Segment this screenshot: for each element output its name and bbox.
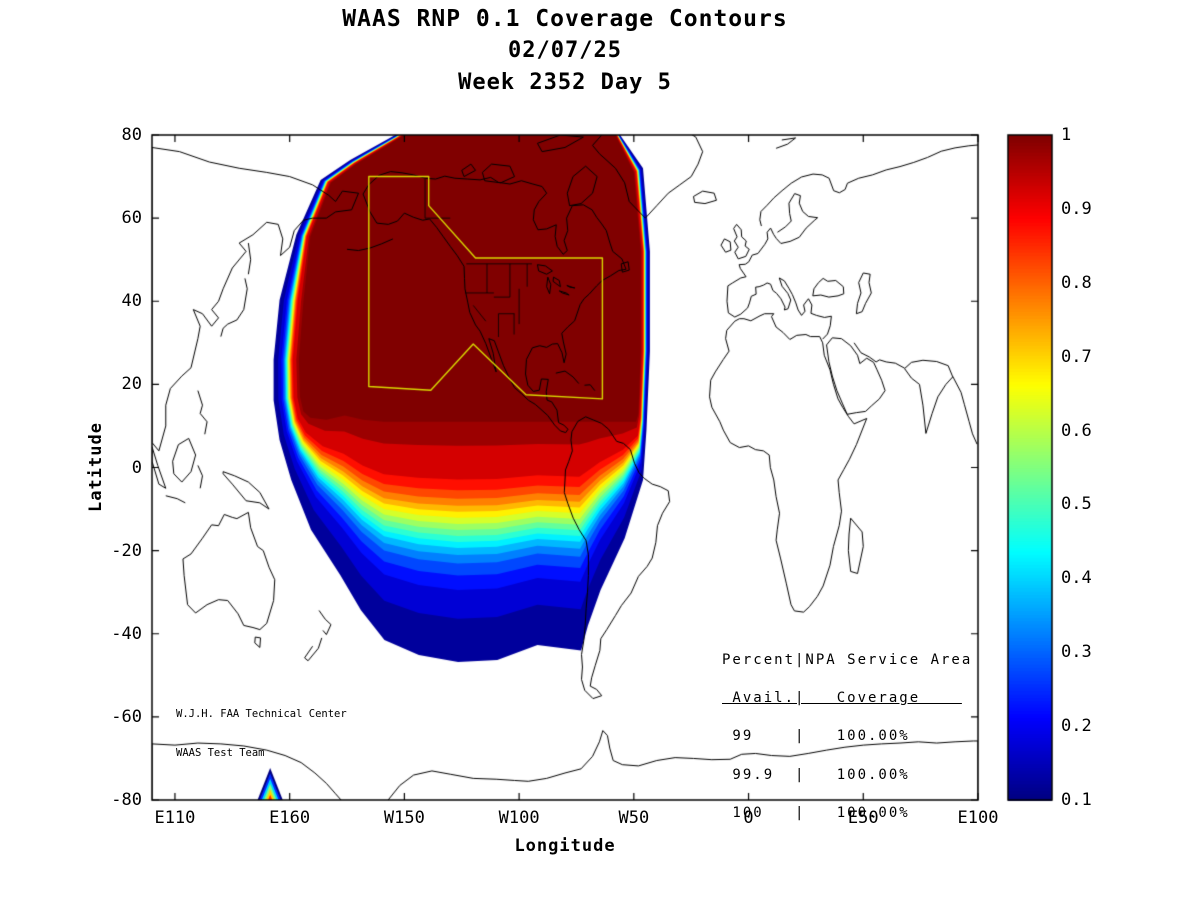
coverage-table-row: 99.9 | 100.00% [722, 766, 910, 783]
y-tick-label: -80 [111, 790, 142, 810]
colorbar-tick-label: 0.4 [1061, 568, 1092, 589]
credit-line-1: W.J.H. FAA Technical Center [176, 708, 347, 720]
colorbar-tick-label: 0.7 [1061, 346, 1092, 367]
colorbar-tick-label: 0.5 [1061, 494, 1092, 515]
coverage-table-row: 99 | 100.00% [722, 728, 910, 745]
x-tick-label: 0 [743, 808, 754, 828]
y-tick-label: 60 [121, 208, 142, 229]
colorbar-tick-label: 0.9 [1061, 198, 1092, 219]
x-tick-label: W50 [618, 808, 650, 828]
x-tick-label: E160 [269, 808, 311, 828]
y-tick-label: -60 [111, 706, 142, 727]
colorbar-tick-label: 0.1 [1061, 790, 1092, 810]
x-tick-label: E100 [957, 808, 999, 828]
chart-date: 02/07/25 [508, 38, 622, 63]
x-tick-label: E50 [847, 808, 879, 828]
coverage-table-header: Percent|NPA Service Area [722, 651, 973, 668]
y-axis-label: Latitude [86, 422, 106, 512]
x-tick-label: E110 [154, 808, 196, 828]
coverage-table-subheader: Avail.| Coverage [722, 689, 962, 706]
colorbar-tick-label: 0.6 [1061, 420, 1092, 441]
y-tick-label: 80 [121, 125, 142, 145]
y-tick-label: 20 [121, 374, 142, 395]
credit-line-2: WAAS Test Team [176, 747, 265, 759]
chart-week-day: Week 2352 Day 5 [458, 70, 672, 95]
colorbar-tick-label: 1 [1061, 125, 1072, 145]
y-tick-label: 0 [131, 457, 142, 478]
coverage-table: Percent|NPA Service Area Avail.| Coverag… [722, 628, 972, 846]
x-tick-label: W150 [383, 808, 425, 828]
coverage-table-row: 100 | 100.00% [722, 805, 910, 822]
credit-text: W.J.H. FAA Technical Center WAAS Test Te… [176, 682, 347, 786]
y-tick-label: -20 [111, 540, 142, 561]
x-axis-label: Longitude [514, 836, 616, 856]
colorbar-tick-label: 0.2 [1061, 716, 1092, 737]
colorbar-tick-label: 0.3 [1061, 642, 1092, 663]
y-tick-label: -40 [111, 623, 142, 644]
y-tick-label: 40 [121, 291, 142, 312]
x-tick-label: W100 [498, 808, 540, 828]
colorbar-tick-label: 0.8 [1061, 272, 1092, 293]
page-title: WAAS RNP 0.1 Coverage Contours [342, 6, 788, 32]
